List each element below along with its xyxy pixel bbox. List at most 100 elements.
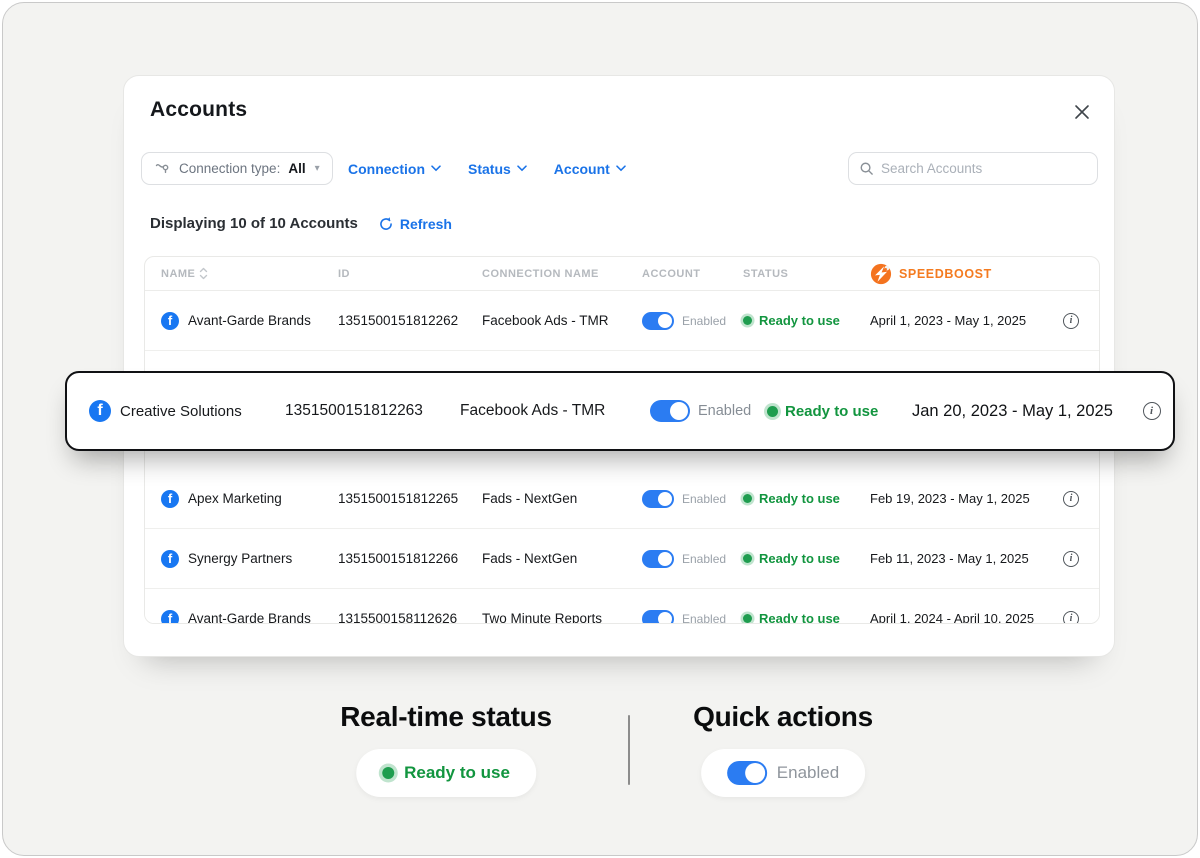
info-icon[interactable]: i <box>1063 550 1079 567</box>
connection-name: Facebook Ads - TMR <box>460 402 606 419</box>
quick-actions-feature: Quick actions Enabled <box>693 701 873 797</box>
speedboost-brand: SPEEDBOOST <box>870 263 1043 285</box>
status-text: Ready to use <box>785 402 879 420</box>
enabled-toggle[interactable] <box>642 489 674 508</box>
chevron-down-icon <box>431 165 441 172</box>
search-icon <box>859 161 874 176</box>
toggle-label: Enabled <box>682 313 727 328</box>
table-row[interactable]: f Synergy Partners 1351500151812266 Fads… <box>145 529 1099 589</box>
speedboost-logo-icon <box>870 263 892 285</box>
search-accounts-box <box>848 152 1098 185</box>
connection-type-filter[interactable]: Connection type: All ▾ <box>141 152 333 185</box>
dropdown-label: Connection <box>348 160 425 177</box>
filter-dropdowns: Connection Status Account <box>348 152 626 185</box>
status-text: Ready to use <box>759 491 840 506</box>
enabled-toggle[interactable] <box>650 400 690 422</box>
table-body: f Avant-Garde Brands 1351500151812262 Fa… <box>145 291 1099 624</box>
status-dropdown[interactable]: Status <box>468 161 527 177</box>
account-name: Synergy Partners <box>188 551 293 566</box>
account-name: Avant-Garde Brands <box>188 611 311 624</box>
table-row[interactable]: f Avant-Garde Brands 1315500158112626 Tw… <box>145 589 1099 624</box>
toggle-label: Enabled <box>698 403 752 419</box>
filter-value: All <box>288 161 306 176</box>
chevron-down-icon <box>517 165 527 172</box>
status-dot-icon <box>743 494 752 503</box>
caret-down-icon: ▾ <box>314 163 320 174</box>
account-id: 1351500151812262 <box>338 313 459 328</box>
connection-name: Facebook Ads - TMR <box>482 313 609 328</box>
real-time-status-feature: Real-time status Ready to use <box>340 701 552 797</box>
account-id: 1351500151812266 <box>338 551 459 566</box>
badge-label: Ready to use <box>404 763 510 782</box>
enabled-toggle[interactable] <box>642 311 674 330</box>
status-dot-icon <box>743 614 752 623</box>
date-range: Jan 20, 2023 - May 1, 2025 <box>912 401 1113 420</box>
account-dropdown[interactable]: Account <box>554 161 626 177</box>
account-name: Avant-Garde Brands <box>188 313 311 328</box>
date-range: April 1, 2024 - April 10, 2025 <box>870 611 1035 624</box>
search-input[interactable] <box>881 161 1087 176</box>
facebook-icon: f <box>89 400 111 422</box>
facebook-icon: f <box>161 311 179 330</box>
vertical-divider <box>628 715 630 785</box>
facebook-icon: f <box>161 549 179 568</box>
refresh-icon <box>378 216 394 232</box>
chevron-down-icon <box>616 165 626 172</box>
accounts-table: NAME ID CONNECTION NAME ACCOUNT STATUS S… <box>144 256 1100 624</box>
dropdown-label: Status <box>468 160 511 177</box>
toggle-label: Enabled <box>776 763 840 782</box>
info-icon[interactable]: i <box>1142 402 1161 420</box>
status-text: Ready to use <box>759 611 840 624</box>
date-range: April 1, 2023 - May 1, 2025 <box>870 313 1027 328</box>
account-id: 1351500151812263 <box>285 402 423 419</box>
close-icon <box>1073 103 1091 121</box>
header-status: STATUS <box>743 267 789 280</box>
brand-name: SPEEDBOOST <box>899 266 992 281</box>
header-account: ACCOUNT <box>642 267 701 280</box>
info-icon[interactable]: i <box>1063 610 1079 623</box>
status-text: Ready to use <box>759 551 840 566</box>
table-header-row: NAME ID CONNECTION NAME ACCOUNT STATUS S… <box>145 257 1099 291</box>
status-dot-icon <box>382 767 395 779</box>
info-icon[interactable]: i <box>1063 312 1079 329</box>
toggle-knob <box>744 763 765 783</box>
table-row[interactable]: f Apex Marketing 1351500151812265 Fads -… <box>145 469 1099 529</box>
connection-dropdown[interactable]: Connection <box>348 161 441 177</box>
enabled-toggle[interactable] <box>642 609 674 623</box>
results-count: Displaying 10 of 10 Accounts <box>150 215 358 232</box>
account-name: Apex Marketing <box>188 491 282 506</box>
connection-icon <box>154 160 171 177</box>
header-connection-name: CONNECTION NAME <box>482 267 599 280</box>
refresh-button[interactable]: Refresh <box>378 216 452 232</box>
refresh-label: Refresh <box>399 215 452 232</box>
account-id: 1351500151812265 <box>338 491 459 506</box>
enabled-toggle[interactable] <box>642 549 674 568</box>
status-text: Ready to use <box>759 313 840 328</box>
dropdown-label: Account <box>553 160 610 177</box>
toggle-label: Enabled <box>682 611 727 624</box>
date-range: Feb 11, 2023 - May 1, 2025 <box>870 551 1029 566</box>
date-range: Feb 19, 2023 - May 1, 2025 <box>870 491 1030 506</box>
header-name[interactable]: NAME <box>161 267 338 280</box>
table-row[interactable]: f Avant-Garde Brands 1351500151812262 Fa… <box>145 291 1099 351</box>
toggle-knob <box>658 611 672 623</box>
ready-to-use-badge: Ready to use <box>356 749 536 797</box>
status-dot-icon <box>743 554 752 563</box>
toggle-knob <box>658 491 672 506</box>
close-button[interactable] <box>1070 100 1094 124</box>
feature-title: Real-time status <box>340 701 552 732</box>
facebook-icon: f <box>161 609 179 623</box>
toggle-knob <box>658 551 672 566</box>
connection-name: Two Minute Reports <box>482 611 603 624</box>
feature-title: Quick actions <box>693 701 873 732</box>
highlighted-table-row[interactable]: f Creative Solutions 1351500151812263 Fa… <box>65 371 1175 451</box>
facebook-icon: f <box>161 489 179 508</box>
toggle-label: Enabled <box>682 551 727 566</box>
toggle-label: Enabled <box>682 491 727 506</box>
header-id: ID <box>338 267 350 280</box>
enabled-toggle[interactable] <box>726 761 767 785</box>
info-icon[interactable]: i <box>1063 490 1079 507</box>
toggle-knob <box>658 313 672 328</box>
enabled-toggle-pill: Enabled <box>700 749 866 797</box>
page-title: Accounts <box>150 98 248 121</box>
